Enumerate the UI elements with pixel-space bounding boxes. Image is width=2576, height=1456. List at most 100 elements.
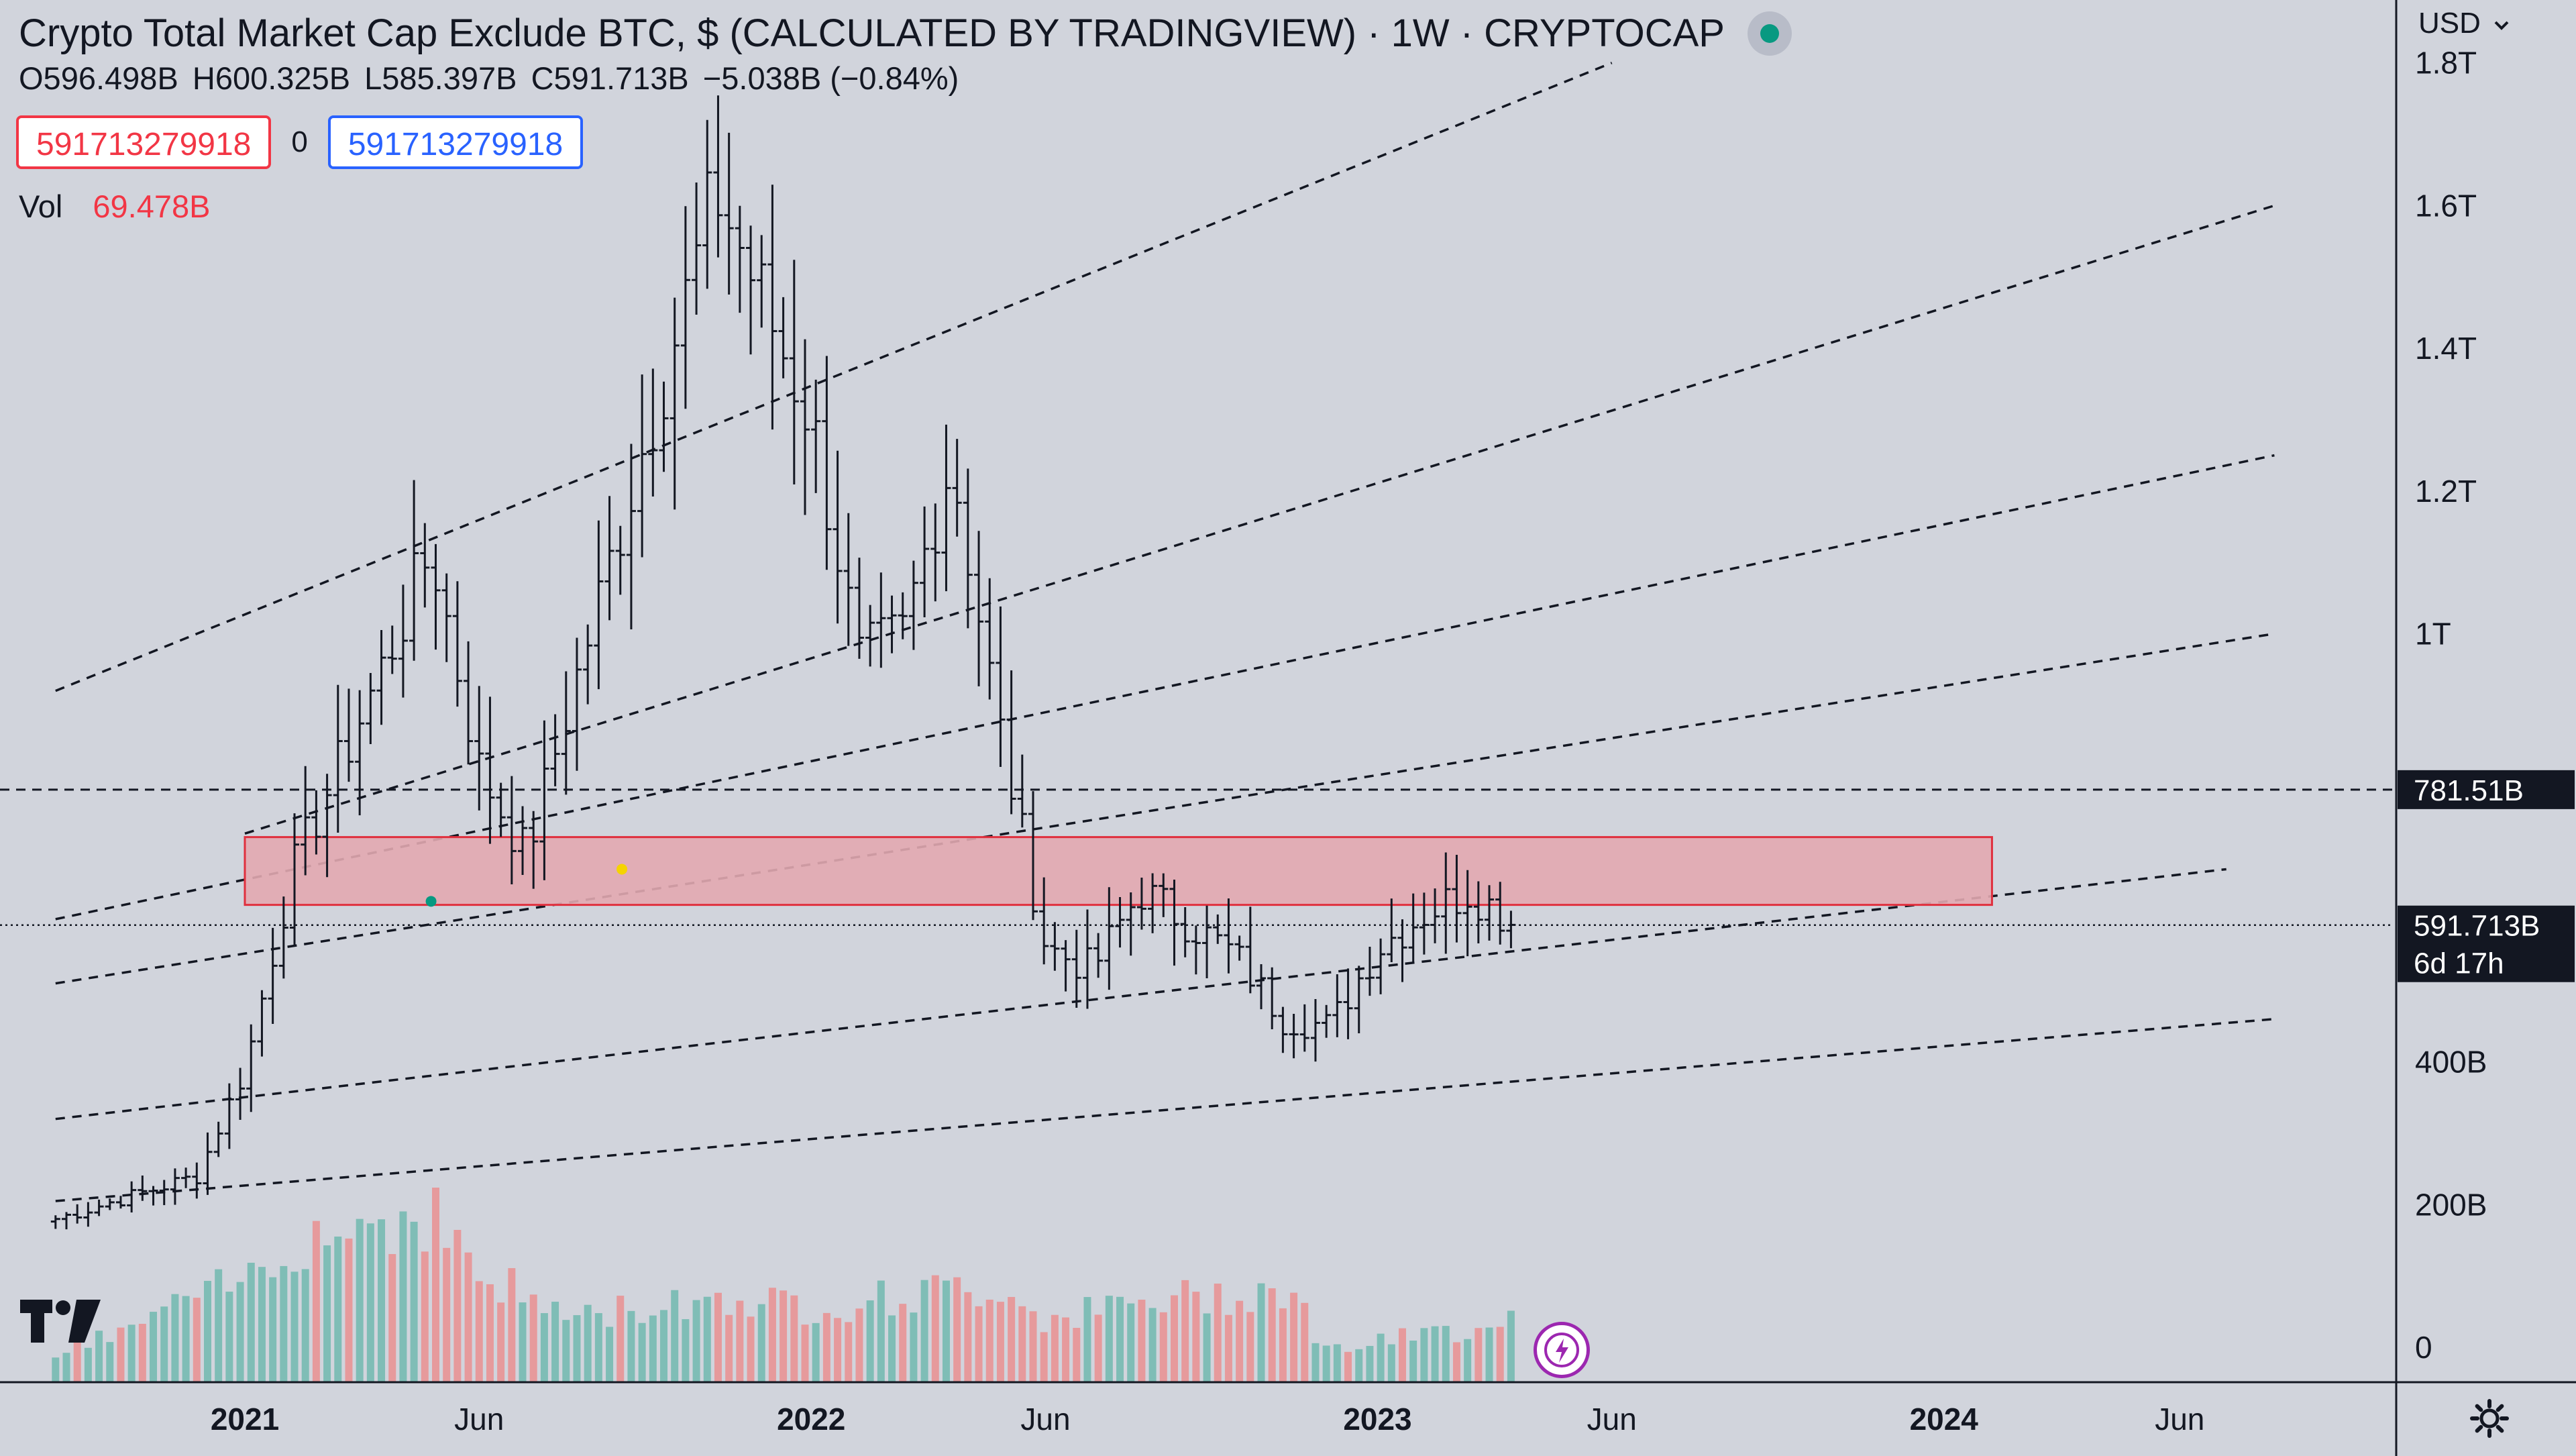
price-tick-label: 0	[2415, 1330, 2432, 1365]
price-tick-label: 1.2T	[2415, 474, 2477, 509]
volume-bar	[1507, 1310, 1515, 1382]
chevron-down-icon	[2494, 21, 2509, 31]
marker-dot-1	[425, 896, 437, 907]
volume-bar	[822, 1312, 830, 1382]
volume-bar	[1192, 1292, 1200, 1382]
volume-bar	[62, 1353, 70, 1382]
trendlines[interactable]	[55, 62, 2275, 1202]
time-tick-label: Jun	[2155, 1402, 2204, 1437]
marker-dot-2	[616, 864, 628, 875]
volume-bar	[877, 1280, 885, 1382]
volume-bar	[975, 1306, 983, 1382]
volume-bar	[1236, 1300, 1244, 1382]
volume-bar	[160, 1306, 168, 1382]
volume-bar	[551, 1302, 559, 1382]
indicator-input-middle: 0	[291, 125, 308, 158]
volume-bar	[790, 1295, 798, 1382]
volume-bar	[345, 1238, 353, 1382]
volume-bar	[1344, 1351, 1352, 1382]
volume-bar	[1094, 1314, 1102, 1382]
volume-bar	[290, 1271, 299, 1382]
volume-bar	[1442, 1326, 1450, 1382]
volume-bar	[225, 1292, 233, 1382]
price-bars	[50, 95, 1516, 1230]
volume-bar	[312, 1220, 320, 1382]
volume-bar	[1018, 1306, 1026, 1382]
symbol-title[interactable]: Crypto Total Market Cap Exclude BTC, $ (…	[19, 11, 1725, 55]
volume-bar	[1051, 1314, 1059, 1382]
indicator-input-left[interactable]: 591713279918	[16, 115, 272, 169]
volume-bar	[193, 1298, 201, 1382]
volume-bar	[671, 1290, 679, 1382]
volume-bar	[964, 1292, 972, 1382]
volume-bar	[1333, 1344, 1341, 1382]
horizontal-lines[interactable]	[0, 788, 2394, 926]
volume-bar	[52, 1357, 60, 1382]
currency-selector[interactable]: USD	[2418, 7, 2510, 40]
gear-icon[interactable]	[2469, 1398, 2510, 1443]
volume-bar	[117, 1327, 125, 1382]
price-badges: 781.51B 591.713B 6d 17h	[2398, 770, 2575, 982]
volume-bar	[1311, 1343, 1320, 1382]
volume-bar	[1452, 1342, 1460, 1382]
volume-bar	[84, 1347, 92, 1382]
volume-bar	[985, 1299, 994, 1382]
volume-bar	[725, 1314, 733, 1382]
volume-bar	[443, 1247, 451, 1382]
volume-bar	[616, 1296, 625, 1382]
volume-bar	[171, 1294, 179, 1382]
volume-bar	[475, 1281, 483, 1382]
volume-bar	[584, 1304, 592, 1382]
status-dot-icon[interactable]	[1748, 11, 1792, 56]
volume-bar	[1355, 1349, 1363, 1382]
trendline-5	[55, 868, 2226, 1121]
time-tick-label: 2022	[777, 1402, 845, 1437]
resistance-zone-layer[interactable]	[244, 836, 1993, 906]
volume-bar	[757, 1304, 765, 1382]
volume-bar	[1083, 1297, 1091, 1382]
volume-bar	[497, 1302, 505, 1382]
volume-bar	[812, 1322, 820, 1382]
indicator-input-right[interactable]: 591713279918	[327, 115, 584, 169]
volume-bar	[280, 1265, 288, 1382]
volume-bar	[1170, 1295, 1178, 1382]
volume-bar	[540, 1313, 548, 1382]
volume-bar	[942, 1280, 950, 1382]
volume-bar	[627, 1310, 635, 1382]
volume-bar	[1008, 1296, 1016, 1382]
volume-bar	[682, 1319, 690, 1382]
price-tick-label: 1T	[2415, 617, 2451, 652]
symbol-title-row: Crypto Total Market Cap Exclude BTC, $ (…	[19, 9, 1792, 58]
volume-bar	[703, 1296, 711, 1382]
volume-bar	[996, 1302, 1004, 1382]
volume-bar	[1366, 1345, 1374, 1382]
volume-label[interactable]: Vol	[19, 189, 63, 224]
volume-bar	[1377, 1333, 1385, 1382]
volume-bar	[1029, 1311, 1037, 1382]
currency-label: USD	[2418, 7, 2481, 40]
volume-bar	[1073, 1328, 1081, 1382]
volume-bar	[1301, 1302, 1309, 1382]
time-tick-label: 2024	[1910, 1402, 1979, 1437]
volume-bar	[1322, 1345, 1330, 1382]
trendline-4	[55, 632, 2275, 985]
volume-bar	[388, 1254, 396, 1382]
volume-bar	[106, 1342, 114, 1382]
volume-bar	[150, 1312, 158, 1382]
volume-bar	[215, 1269, 223, 1382]
volume-bar	[736, 1300, 744, 1382]
volume-bar	[1398, 1328, 1406, 1382]
tradingview-logo-icon[interactable]	[20, 1298, 107, 1349]
indicator-inputs: 591713279918 0 591713279918	[16, 115, 1792, 169]
time-tick-label: 2021	[211, 1402, 279, 1437]
volume-bar	[606, 1327, 614, 1382]
flash-icon[interactable]	[1534, 1322, 1590, 1378]
price-tick-label: 400B	[2415, 1045, 2487, 1080]
volume-bar	[910, 1312, 918, 1382]
volume-bar	[1040, 1332, 1048, 1382]
volume-bar	[95, 1331, 103, 1382]
volume-bar	[1214, 1284, 1222, 1382]
volume-bar	[801, 1324, 809, 1382]
volume-bar	[888, 1315, 896, 1382]
